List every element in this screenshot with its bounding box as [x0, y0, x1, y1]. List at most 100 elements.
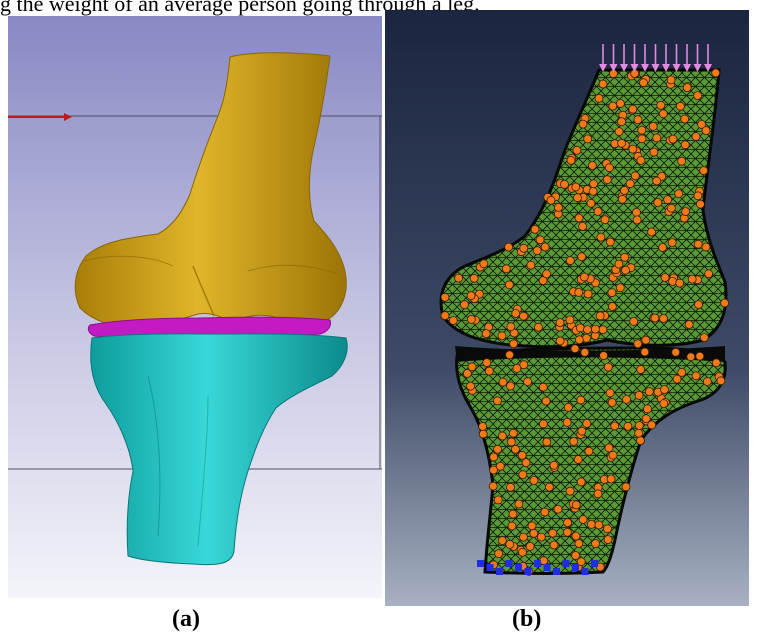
mesh-node [533, 322, 543, 332]
mesh-node [574, 539, 584, 548]
boundary-marker [534, 560, 541, 567]
mesh-node [634, 390, 644, 400]
panel-a-label: (a) [172, 606, 200, 632]
mesh-node [482, 358, 492, 368]
load-arrow [704, 44, 712, 72]
mesh-node [590, 324, 600, 334]
boundary-marker [496, 568, 503, 575]
mesh-node [478, 429, 488, 439]
mesh-node [563, 402, 573, 412]
mesh-node [467, 314, 476, 324]
mesh-node [605, 388, 615, 398]
mesh-node [448, 316, 458, 325]
mesh-node [659, 314, 668, 323]
mesh-node [701, 242, 711, 252]
mesh-node [579, 272, 589, 282]
boundary-marker [505, 560, 513, 567]
mesh-node [505, 350, 514, 360]
mesh-node [569, 436, 579, 446]
mesh-node [573, 455, 583, 464]
mesh-node [514, 499, 524, 509]
mesh-node [535, 235, 545, 245]
mesh-node [541, 396, 551, 406]
load-arrow [672, 44, 681, 72]
mesh-node [699, 166, 709, 176]
mesh-node [668, 276, 678, 286]
mesh-node [649, 147, 659, 157]
mesh-node [562, 417, 572, 427]
mesh-node [536, 532, 546, 542]
mesh-node [633, 339, 643, 349]
mesh-node [489, 452, 499, 462]
mesh-node [578, 515, 588, 524]
mesh-node [623, 421, 633, 431]
mesh-node [691, 371, 701, 381]
mesh-node [575, 323, 585, 333]
mesh-node [466, 291, 476, 301]
mesh-node [640, 347, 650, 357]
mesh-node [454, 273, 463, 283]
mesh-node [571, 182, 581, 192]
mesh-node [525, 542, 535, 551]
mesh-node [610, 421, 620, 431]
mesh-node [643, 404, 652, 414]
mesh-node [658, 243, 668, 252]
mesh-node [553, 504, 563, 514]
mesh-node [711, 358, 721, 368]
mesh-node [644, 387, 654, 397]
mesh-node [598, 79, 608, 89]
mesh-node [677, 367, 687, 377]
mesh-node [629, 316, 639, 326]
mesh-node [508, 428, 518, 438]
mesh-node [621, 482, 631, 492]
mesh-node [593, 207, 603, 216]
mesh-node [540, 507, 550, 517]
mesh-node [565, 486, 575, 496]
mesh-node [519, 311, 528, 321]
mesh-node [518, 470, 528, 480]
mesh-node [521, 458, 531, 468]
mesh-node [460, 300, 469, 310]
tibia-bone [90, 333, 348, 566]
mesh-node [660, 385, 669, 395]
mesh-node [622, 394, 631, 404]
mesh-node [647, 227, 657, 237]
mesh-node [532, 246, 542, 256]
mesh-node [596, 232, 606, 242]
load-arrow [620, 44, 628, 72]
boundary-marker [524, 568, 532, 575]
mesh-node [462, 369, 472, 378]
mesh-node [632, 207, 641, 217]
mesh-node [686, 352, 696, 362]
mesh-node [615, 283, 625, 293]
mesh-node [594, 520, 604, 530]
mesh-node [593, 489, 603, 499]
mesh-node [615, 99, 625, 108]
figure-caption-fragment: g the weight of an average person going … [0, 0, 480, 16]
mesh-node [576, 477, 586, 487]
mesh-node [583, 325, 592, 335]
mesh-node [614, 127, 624, 136]
mesh-node [619, 186, 629, 195]
mesh-node [675, 278, 685, 288]
load-arrow [609, 44, 618, 72]
mesh-node [518, 547, 527, 557]
load-arrow [651, 44, 660, 72]
mesh-node [583, 289, 593, 299]
mesh-node [605, 237, 615, 247]
mesh-node [693, 239, 703, 249]
mesh-node [617, 117, 627, 127]
mesh-node [636, 436, 645, 446]
mesh-node [565, 256, 575, 266]
mesh-node [604, 163, 614, 173]
mesh-node [571, 551, 581, 560]
mesh-node [671, 347, 681, 357]
mesh-node [479, 259, 489, 269]
mesh-node [523, 377, 533, 387]
mesh-node [588, 186, 598, 196]
mesh-node [467, 362, 477, 372]
mesh-node [497, 331, 507, 341]
mesh-node [580, 347, 590, 357]
mesh-node [583, 134, 593, 144]
mesh-node [519, 360, 529, 370]
